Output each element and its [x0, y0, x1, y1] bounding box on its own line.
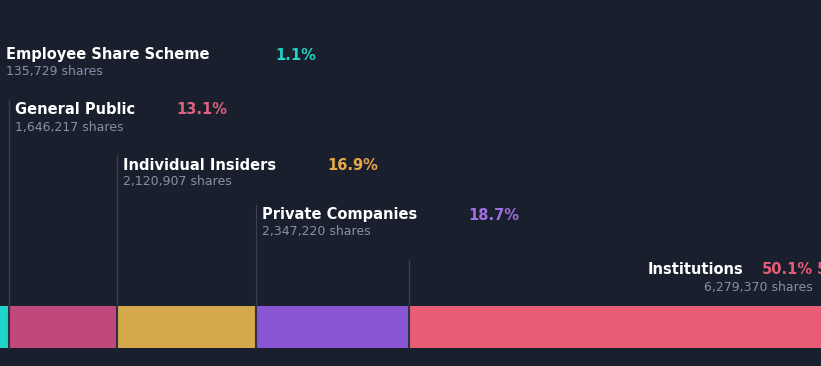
Text: Individual Insiders: Individual Insiders: [122, 157, 281, 172]
Bar: [255, 306, 409, 348]
Text: 13.1%: 13.1%: [177, 102, 227, 117]
Text: 16.9%: 16.9%: [327, 157, 378, 172]
Text: General Public: General Public: [15, 102, 140, 117]
Bar: [9, 306, 117, 348]
Text: Institutions: Institutions: [648, 262, 743, 277]
Text: 6,279,370 shares: 6,279,370 shares: [704, 280, 813, 294]
Text: 1,646,217 shares: 1,646,217 shares: [15, 120, 123, 134]
Text: Employee Share Scheme: Employee Share Scheme: [6, 48, 214, 63]
Bar: [0, 306, 9, 348]
Text: 135,729 shares: 135,729 shares: [6, 66, 103, 78]
Text: 2,120,907 shares: 2,120,907 shares: [122, 176, 232, 188]
Text: 18.7%: 18.7%: [469, 208, 520, 223]
Bar: [117, 306, 255, 348]
Text: 1.1%: 1.1%: [275, 48, 316, 63]
Bar: [409, 306, 821, 348]
Text: 50.1%: 50.1%: [817, 262, 821, 277]
Text: Private Companies: Private Companies: [262, 208, 422, 223]
Text: 50.1%: 50.1%: [762, 262, 813, 277]
Text: 2,347,220 shares: 2,347,220 shares: [262, 225, 370, 239]
